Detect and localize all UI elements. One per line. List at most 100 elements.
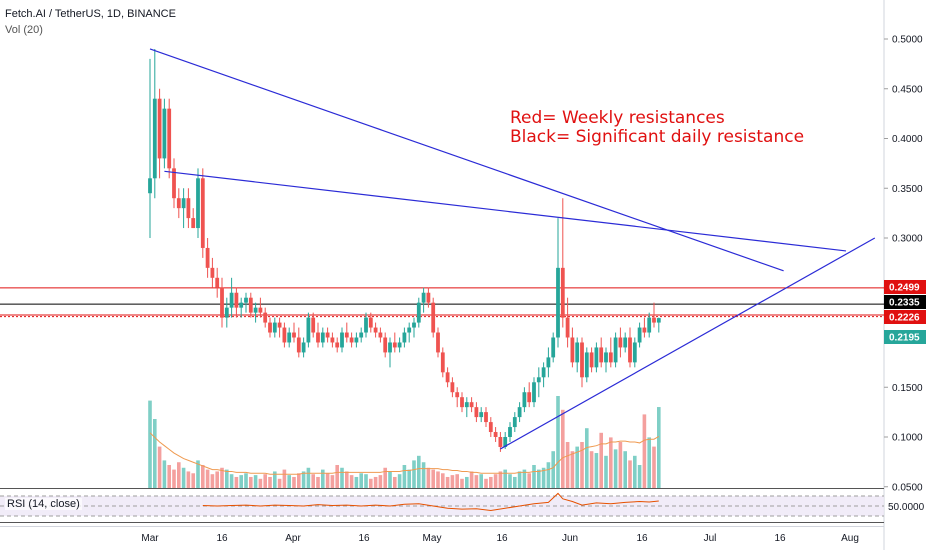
volume-bar	[201, 465, 205, 488]
volume-bar	[321, 469, 325, 488]
candle-body	[402, 332, 407, 343]
volume-bar	[325, 473, 330, 488]
volume-bar	[177, 462, 181, 488]
candle-body	[340, 332, 344, 348]
volume-bar	[225, 469, 229, 488]
volume-bar	[196, 460, 200, 488]
candle-body	[570, 337, 575, 363]
volume-bar	[268, 476, 272, 488]
price-tick-label: 0.3500	[892, 184, 923, 195]
candle-body	[508, 427, 512, 437]
candle-body	[205, 247, 210, 268]
candle-body	[239, 302, 244, 308]
candle-body	[618, 337, 623, 348]
candle-body	[469, 402, 474, 408]
volume-bar	[517, 471, 522, 488]
price-badge-label: 0.2335	[889, 298, 920, 309]
volume-bar	[345, 471, 349, 488]
volume-bar	[556, 396, 560, 488]
price-badge: 0.2226	[884, 310, 926, 324]
volume-bar	[393, 476, 397, 488]
volume-bar	[546, 462, 551, 488]
volume-bar	[407, 469, 411, 488]
time-tick-label: 16	[358, 533, 370, 544]
candle-body	[229, 292, 234, 308]
candle-body	[397, 342, 402, 348]
candle-body	[623, 337, 628, 348]
volume-bar	[637, 465, 642, 488]
volume-bar	[244, 473, 248, 488]
volume-bar	[474, 475, 479, 488]
volume-bar	[234, 476, 239, 488]
volume-bar	[503, 469, 507, 488]
volume-bar	[599, 432, 603, 488]
volume-bar	[205, 469, 210, 488]
volume-bar	[282, 469, 287, 488]
volume-bar	[527, 473, 531, 488]
volume-bar	[561, 409, 565, 488]
candle-body	[604, 352, 608, 363]
volume-bar	[335, 465, 339, 488]
volume-bar	[633, 455, 637, 488]
volume-bar	[373, 476, 378, 488]
volume-bar	[541, 467, 546, 488]
annotation-line-1: Red= Weekly resistances	[510, 108, 725, 128]
trendline	[500, 237, 876, 450]
candle-body	[167, 108, 172, 169]
candle-body	[248, 297, 253, 313]
volume-bar	[460, 478, 464, 488]
candle-body	[541, 367, 546, 378]
volume-bar	[316, 476, 320, 488]
volume-bar	[421, 462, 426, 488]
candle-body	[637, 327, 642, 343]
volume-bar	[652, 446, 656, 488]
volume-bar	[148, 400, 152, 488]
volume-bar	[301, 471, 306, 488]
volume-bar	[594, 453, 599, 488]
candle-body	[244, 297, 248, 303]
candle-body	[181, 198, 186, 209]
volume-bar	[181, 467, 186, 488]
volume-bar	[445, 476, 450, 488]
volume-bar	[167, 465, 171, 488]
volume-bar	[215, 471, 219, 488]
candle-body	[368, 317, 373, 328]
volume-bar	[162, 460, 167, 488]
candle-body	[176, 198, 181, 209]
price-badge: 0.2335	[884, 295, 926, 309]
volume-bar	[349, 475, 354, 488]
candle-body	[344, 332, 349, 338]
price-tick-label: 0.4000	[892, 134, 923, 145]
candle-body	[292, 332, 296, 338]
candle-body	[196, 178, 200, 229]
candle-body	[306, 317, 311, 343]
volume-bar	[623, 451, 627, 488]
volume-bar	[647, 437, 651, 488]
volume-bar	[618, 442, 623, 488]
candle-body	[560, 267, 565, 318]
volume-bar	[441, 473, 445, 488]
candle-body	[503, 437, 508, 447]
price-badge-label: 0.2226	[889, 313, 920, 324]
volume-bar	[522, 469, 527, 488]
trendline	[164, 170, 847, 252]
candle-body	[450, 382, 455, 393]
volume-indicator-label: Vol (20)	[5, 24, 43, 36]
candle-body	[498, 437, 503, 447]
candle-body	[253, 307, 258, 313]
volume-bar	[153, 419, 157, 488]
volume-bar	[330, 475, 335, 488]
volume-bar	[604, 455, 608, 488]
volume-bar	[551, 451, 555, 488]
volume-bar	[657, 407, 661, 488]
volume-bar	[508, 474, 512, 488]
price-tick-label: 0.5000	[892, 35, 923, 46]
candle-body	[613, 337, 618, 363]
candle-body	[565, 317, 570, 338]
volume-bar	[613, 449, 618, 488]
volume-bar	[364, 474, 368, 488]
candle-body	[580, 342, 584, 378]
candle-body	[364, 317, 368, 333]
candle-body	[647, 317, 652, 333]
